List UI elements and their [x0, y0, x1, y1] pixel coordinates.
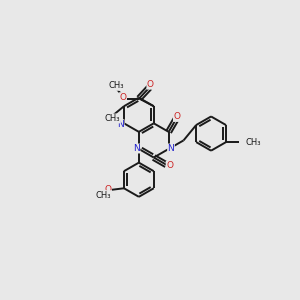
Text: O: O [173, 112, 180, 122]
Text: O: O [119, 93, 127, 102]
Text: O: O [166, 161, 173, 170]
Text: N: N [168, 144, 174, 153]
Text: CH₃: CH₃ [108, 81, 124, 90]
Text: CH₃: CH₃ [96, 190, 111, 200]
Text: O: O [104, 184, 111, 194]
Text: CH₃: CH₃ [245, 138, 261, 147]
Text: N: N [133, 144, 140, 153]
Text: CH₃: CH₃ [105, 114, 120, 123]
Text: O: O [147, 80, 154, 89]
Text: N: N [117, 120, 124, 129]
